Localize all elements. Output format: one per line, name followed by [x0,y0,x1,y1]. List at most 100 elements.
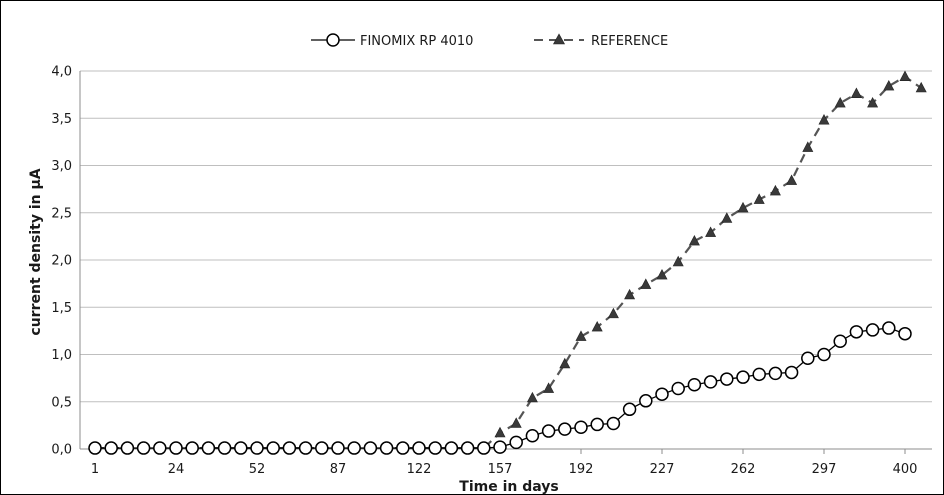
x-tick-label-4: 122 [407,462,432,477]
reference-point-31 [591,320,603,332]
reference-point-49 [883,79,895,91]
x-tick-label-8: 262 [731,462,756,477]
finomix-point-14 [315,441,329,455]
finomix-point-8 [217,441,232,455]
x-tick-label-5: 157 [488,462,513,477]
reference-point-26 [510,417,522,428]
y-tick-labels: 0,0 0,5 1,0 1,5 2,0 2,5 3,0 3,5 4,0 [51,65,72,458]
finomix-point-25 [493,440,507,454]
x-tick-label-6: 192 [569,462,594,477]
y-tick-label-0: 0,0 [51,443,72,458]
finomix-point-27 [525,429,540,443]
finomix-point-37 [687,377,702,392]
reference-point-39 [721,212,733,223]
gridlines [80,70,932,403]
y-tick-label-5: 2,5 [51,206,72,221]
reference-point-35 [656,268,668,280]
finomix-point-30 [574,420,588,435]
finomix-point-11 [266,441,280,455]
x-axis-title: Time in days [459,479,558,495]
finomix-point-13 [298,441,313,455]
legend-finomix-marker [326,33,340,47]
series-reference [89,70,927,453]
finomix-point-45 [817,347,831,362]
finomix-point-40 [736,370,750,384]
finomix-point-22 [444,441,459,455]
finomix-point-24 [477,441,491,455]
finomix-point-35 [655,387,669,401]
finomix-point-10 [250,441,264,455]
reference-point-30 [575,330,587,341]
series-finomix [88,321,912,455]
finomix-point-15 [331,441,345,455]
finomix-point-26 [509,435,523,450]
x-tick-label-10: 400 [893,462,918,477]
reference-point-29 [559,357,571,369]
finomix-point-23 [460,441,475,455]
reference-point-34 [640,278,652,289]
finomix-point-4 [153,441,167,455]
x-tick-labels: 1 24 52 87 122 157 192 227 262 297 400 [91,449,918,477]
finomix-point-44 [801,351,815,366]
reference-point-50 [899,70,911,81]
finomix-point-34 [639,394,653,408]
finomix-point-20 [412,441,426,455]
finomix-point-39 [720,372,734,386]
series-group [88,70,927,455]
finomix-point-17 [363,441,378,455]
finomix-point-3 [136,441,151,455]
x-tick-label-7: 227 [650,462,675,477]
reference-point-32 [607,307,619,319]
reference-point-47 [850,87,862,98]
finomix-point-46 [833,334,847,349]
finomix-point-12 [282,441,297,455]
finomix-point-1 [104,441,118,455]
finomix-point-19 [396,441,410,455]
finomix-point-16 [347,441,361,455]
reference-point-33 [624,288,636,300]
finomix-point-36 [671,381,685,396]
reference-point-28 [543,382,555,393]
y-tick-label-3: 1,5 [51,301,72,316]
finomix-point-18 [379,441,394,455]
finomix-point-33 [622,402,637,417]
finomix-point-50 [898,326,912,341]
y-tick-label-1: 0,5 [51,395,72,410]
finomix-point-9 [234,441,248,455]
legend: FINOMIX RP 4010 REFERENCE [311,33,668,49]
y-tick-label-7: 3,5 [51,112,72,127]
finomix-point-48 [865,323,880,337]
x-tick-label-9: 297 [812,462,837,477]
legend-item-finomix: FINOMIX RP 4010 [311,33,473,49]
series-reference-line [95,75,922,450]
reference-point-37 [688,234,700,246]
reference-point-48 [867,96,879,108]
reference-point-36 [672,255,684,267]
finomix-point-28 [541,424,556,438]
legend-reference-label: REFERENCE [591,34,668,49]
finomix-point-21 [428,441,442,455]
finomix-point-31 [590,417,604,432]
y-tick-label-2: 1,0 [51,348,72,363]
finomix-point-42 [768,366,783,381]
finomix-point-5 [169,441,183,455]
x-tick-label-1: 24 [168,462,185,477]
reference-point-42 [769,184,781,196]
finomix-point-49 [882,321,896,335]
reference-point-41 [753,193,765,204]
finomix-point-6 [185,441,199,455]
reference-point-51 [915,81,927,93]
x-tick-label-0: 1 [91,462,99,477]
reference-point-44 [802,141,814,152]
finomix-point-29 [558,422,572,436]
finomix-point-0 [88,441,102,455]
finomix-point-41 [752,367,766,382]
reference-point-38 [705,226,717,237]
finomix-point-2 [120,441,135,455]
reference-point-27 [526,391,538,403]
reference-point-40 [737,201,749,213]
y-axis-title: current density in µA [28,168,44,335]
legend-reference-marker [552,33,566,45]
finomix-point-43 [784,365,799,380]
